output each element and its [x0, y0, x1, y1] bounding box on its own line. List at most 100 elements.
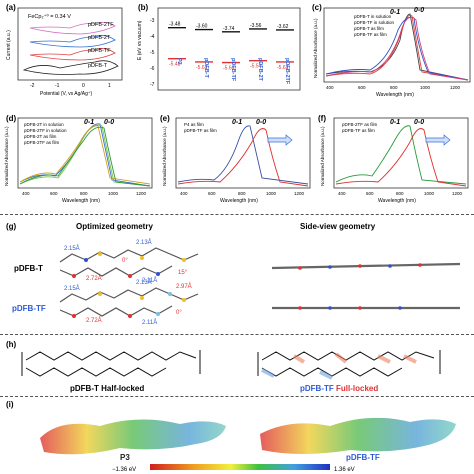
xtick: 800 [390, 85, 398, 90]
cv-ylabel: Current (a.u.) [6, 30, 12, 60]
sulfur-atoms [98, 252, 186, 262]
panel-label-h: (h) [6, 340, 17, 349]
dist-label: 2.72Å [86, 317, 102, 324]
material-label: pDFB-T [203, 58, 209, 78]
lumo-value: -3.74 [223, 26, 235, 32]
structure-name-right: pDFB-TF [300, 384, 334, 393]
curve-pDFB-2TF-film [19, 126, 151, 187]
xtick: 400 [22, 191, 30, 196]
cv-curve-pDFB-2TF [29, 22, 116, 35]
cv-plot: FeCp₂⁺⁰ = 0.34 V pDFB-2TF pDFB-2T pDFB-T… [6, 7, 123, 97]
oxygen-atoms [72, 274, 132, 278]
energy-ytick: -7 [150, 82, 155, 88]
curve-pDFB-T-film [325, 16, 469, 81]
xtick: 400 [180, 191, 188, 196]
energy-level-diagram: E (eV vs vacuum) -3 -4 -5 -6 -7 -3.48 -5.… [137, 7, 301, 91]
absorbance-plot-f: Normalized Absorbance (a.u.) pDFB-2TF as… [320, 117, 469, 204]
esp-surface-P3 [40, 419, 226, 455]
xlabel: Wavelength (nm) [62, 198, 100, 204]
molecule-pDFB-T [59, 247, 199, 277]
material-label: P3 [176, 58, 182, 65]
xtick: 1000 [266, 191, 277, 196]
homo-value: -5.54 [250, 64, 262, 70]
panel-label-b: (b) [138, 3, 149, 12]
cv-xlabel: Potential (V, vs Ag/Ag⁺) [40, 91, 93, 97]
energy-ytick: -3 [150, 18, 155, 24]
pDFB-T-half-locked: pDFB-T Half-locked [70, 384, 144, 393]
xtick: 800 [238, 191, 246, 196]
separator [0, 214, 474, 215]
dist-label: 2.15Å [64, 245, 80, 252]
energy-ylabel: E (eV vs vacuum) [137, 20, 143, 60]
panel-b: (b) E (eV vs vacuum) -3 -4 -5 -6 -7 -3.4… [136, 0, 304, 98]
panel-e: (e) Normalized Absorbance (a.u.) P4 as f… [158, 112, 314, 204]
legend-item: pDFB-2TF in solution [24, 128, 67, 133]
xtick: 600 [366, 191, 374, 196]
structure-pDFB-T [21, 350, 201, 377]
angle-label: 0° [176, 310, 182, 316]
xlabel: Wavelength (nm) [376, 92, 414, 98]
peak-label-01: 0-1 [84, 119, 94, 126]
material-label: pDFB-TF [230, 58, 236, 82]
curve-pDFB-TF-solution [325, 14, 469, 81]
angle-label: 0° [122, 258, 128, 264]
colorbar-max: 1.36 eV [334, 467, 355, 473]
cv-xtick: -1 [55, 83, 60, 89]
panel-c: (c) Normalized Absorbance (a.u.) pDFB-T … [310, 0, 474, 98]
nitrogen-atoms [84, 258, 160, 276]
energy-ytick: -6 [150, 66, 155, 72]
panel-i: (i) P3 pDFB-TF −1.36 eV 1.36 eV [0, 398, 474, 474]
lock-highlights [292, 352, 417, 364]
legend-item: pDFB-T as film [354, 26, 384, 31]
xtick: 1200 [450, 85, 461, 90]
legend-item: P4 as film [184, 122, 204, 127]
xtick: 1000 [108, 191, 119, 196]
legend-item: pDFB-TF as film [354, 32, 387, 37]
homo-value: -5.62 [196, 65, 208, 71]
structure-name-left: pDFB-T [70, 384, 99, 393]
cv-xtick: -2 [30, 83, 35, 89]
xtick: 1000 [424, 191, 435, 196]
absorbance-plot-d: Normalized Absorbance (a.u.) pDFB-2T in … [4, 117, 153, 204]
mol-name-pDFB-TF: pDFB-TF [12, 304, 46, 313]
xtick: 800 [80, 191, 88, 196]
separator [0, 334, 474, 335]
legend-item: pDFB-TF as film [184, 128, 217, 133]
cv-label-pDFB-TF: pDFB-TF [88, 48, 111, 54]
xtick: 1200 [452, 191, 463, 196]
legend-item: pDFB-TF as film [342, 128, 375, 133]
curve-pDFB-2T-film [19, 125, 151, 185]
lumo-value: -3.56 [250, 23, 262, 29]
peak-label-01: 0-1 [390, 119, 400, 126]
shift-arrow [267, 134, 293, 146]
mol-name-pDFB-T: pDFB-T [14, 264, 43, 273]
abs-ylabel: Normalized Absorbance (a.u.) [162, 126, 167, 186]
homo-value: -5.66 [223, 66, 235, 72]
geometry-illustration: 2.15Å 2.13Å 2.72Å 2.11Å 15° 0° 2.15Å 2.1… [59, 239, 461, 326]
panel-label-c: (c) [312, 3, 322, 12]
peak-label-00: 0-0 [104, 119, 114, 126]
ferrocene-annotation: FeCp₂⁺⁰ = 0.34 V [28, 13, 71, 20]
esp-surface-pDFB-TF [260, 417, 456, 454]
dist-label: 2.72Å [86, 275, 102, 282]
legend-item: pDFB-2T as film [24, 134, 57, 139]
panel-d: (d) Normalized Absorbance (a.u.) pDFB-2T… [0, 112, 156, 204]
separator [0, 396, 474, 397]
optimized-geometry-title: Optimized geometry [76, 222, 153, 231]
abs-ylabel: Normalized Absorbance (a.u.) [4, 126, 9, 186]
curve-pDFB-TF-film-f [335, 128, 467, 187]
xtick: 1000 [420, 85, 431, 90]
legend-item: pDFB-T in solution [354, 14, 392, 19]
dist-label: 2.15Å [64, 285, 80, 292]
dist-label: 2.11Å [142, 319, 157, 326]
dist-label: 2.13Å [136, 279, 152, 286]
absorbance-plot-e: Normalized Absorbance (a.u.) P4 as film … [162, 117, 311, 204]
locking-illustration [21, 350, 441, 380]
side-view-title: Side-view geometry [300, 222, 376, 231]
dist-label: 2.97Å [176, 283, 192, 290]
cv-curve-pDFB-TF [29, 48, 116, 61]
curve-P4-film [177, 125, 309, 185]
half-locked-label: Half-locked [101, 384, 145, 393]
cv-label-pDFB-2TF: pDFB-2TF [88, 22, 114, 28]
energy-ytick: -4 [150, 34, 155, 40]
